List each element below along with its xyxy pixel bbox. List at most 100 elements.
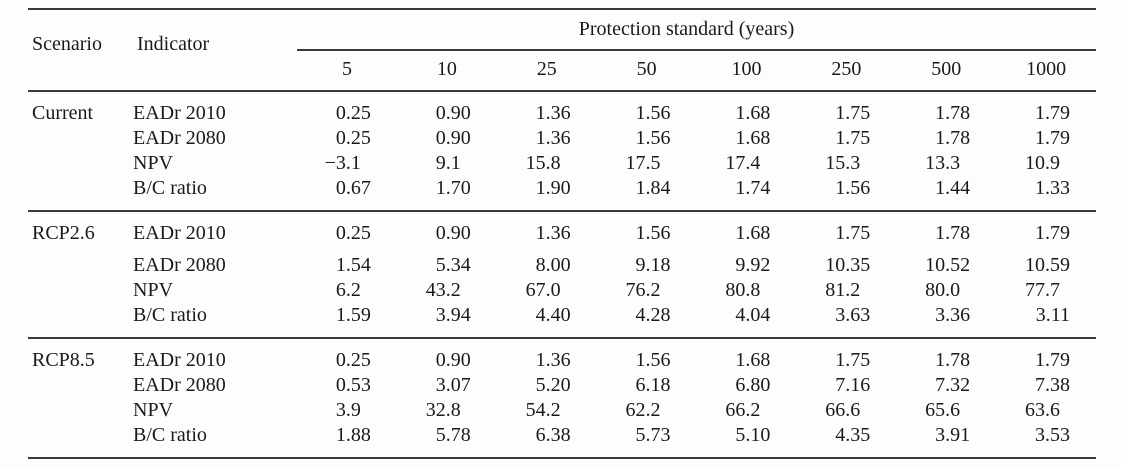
value-cell: 1.33	[1035, 177, 1070, 199]
value-cell: 4.40	[535, 304, 571, 326]
value-cell: 0.90	[435, 127, 471, 149]
value-cell: 1.79	[1035, 127, 1070, 149]
value-cell: 9.1	[435, 152, 461, 174]
table-row: NPV −3.1 9.1 15.8 17.5 17.4 15.3 13.3 10…	[28, 151, 1096, 176]
value-cell: 5.20	[535, 374, 571, 396]
table-header: Scenario Indicator Protection standard (…	[28, 9, 1096, 92]
value-cell: 81.2	[825, 279, 861, 301]
value-cell: 80.8	[725, 279, 761, 301]
value-cell: 17.5	[625, 152, 661, 174]
table-row: EADr 2080 1.54 5.34 8.00 9.18 9.92 10.35…	[28, 253, 1096, 278]
value-cell: −3.1	[324, 152, 361, 174]
value-cell: 65.6	[925, 399, 961, 421]
table-row: B/C ratio 1.59 3.94 4.40 4.28 4.04 3.63 …	[28, 303, 1096, 338]
value-cell: 76.2	[625, 279, 661, 301]
indicator-label: EADr 2080	[133, 127, 226, 149]
value-cell: 1.78	[935, 222, 971, 244]
table-row: NPV 3.9 32.8 54.2 62.2 66.2 66.6 65.6 63…	[28, 398, 1096, 423]
indicator-label: NPV	[133, 152, 174, 174]
scenario-block-rcp85: RCP8.5 EADr 2010 0.25 0.90 1.36 1.56 1.6…	[28, 338, 1096, 458]
value-cell: 1.75	[835, 349, 871, 371]
protection-standard-results-table: Scenario Indicator Protection standard (…	[28, 8, 1096, 459]
scenario-label-rcp85: RCP8.5	[32, 349, 95, 371]
value-cell: 7.32	[935, 374, 971, 396]
value-cell: 1.79	[1035, 222, 1070, 244]
indicator-label: EADr 2080	[133, 374, 226, 396]
value-cell: 0.25	[335, 349, 371, 371]
table-row: B/C ratio 0.67 1.70 1.90 1.84 1.74 1.56 …	[28, 176, 1096, 211]
value-cell: 17.4	[725, 152, 761, 174]
value-cell: 1.56	[635, 349, 671, 371]
value-cell: 1.56	[635, 127, 671, 149]
value-cell: 32.8	[425, 399, 461, 421]
value-cell: 1.78	[935, 102, 971, 124]
value-cell: 77.7	[1025, 279, 1060, 301]
value-cell: 66.6	[825, 399, 861, 421]
table-row: RCP2.6 EADr 2010 0.25 0.90 1.36 1.56 1.6…	[28, 211, 1096, 253]
value-cell: 8.00	[535, 254, 571, 276]
value-cell: 0.53	[335, 374, 371, 396]
indicator-label: EADr 2010	[133, 222, 226, 244]
value-cell: 3.53	[1035, 424, 1070, 446]
value-cell: 0.67	[335, 177, 371, 199]
value-cell: 15.8	[525, 152, 561, 174]
value-cell: 0.90	[435, 222, 471, 244]
value-cell: 1.90	[535, 177, 571, 199]
value-cell: 1.79	[1035, 102, 1070, 124]
table-row: NPV 6.2 43.2 67.0 76.2 80.8 81.2 80.0 77…	[28, 278, 1096, 303]
value-cell: 5.34	[435, 254, 471, 276]
column-header-indicator: Indicator	[133, 9, 297, 92]
value-cell: 3.36	[935, 304, 971, 326]
indicator-label: EADr 2080	[133, 254, 226, 276]
header-row-standards: 5 10 25 50 100 250 500 1000	[28, 50, 1096, 92]
value-cell: 62.2	[625, 399, 661, 421]
value-cell: 3.91	[935, 424, 971, 446]
value-cell: 1.44	[935, 177, 971, 199]
table-row: B/C ratio 1.88 5.78 6.38 5.73 5.10 4.35 …	[28, 423, 1096, 458]
scenario-label-rcp26: RCP2.6	[32, 222, 95, 244]
table-row: RCP8.5 EADr 2010 0.25 0.90 1.36 1.56 1.6…	[28, 338, 1096, 373]
value-cell: 3.9	[335, 399, 361, 421]
scenario-label-current: Current	[32, 102, 94, 124]
value-cell: 10.52	[925, 254, 971, 276]
value-cell: 1.79	[1035, 349, 1070, 371]
header-row-group: Scenario Indicator Protection standard (…	[28, 9, 1096, 92]
value-cell: 3.07	[435, 374, 471, 396]
value-cell: 43.2	[425, 279, 461, 301]
column-header-standard-10: 10	[396, 50, 497, 92]
column-header-standard-250: 250	[796, 50, 897, 92]
value-cell: 1.36	[535, 349, 571, 371]
value-cell: 1.68	[735, 102, 771, 124]
value-cell: 0.25	[335, 127, 371, 149]
value-cell: 5.78	[435, 424, 471, 446]
value-cell: 0.25	[335, 102, 371, 124]
indicator-label: EADr 2010	[133, 349, 226, 371]
value-cell: 3.94	[435, 304, 471, 326]
value-cell: 7.38	[1035, 374, 1070, 396]
column-header-standard-100: 100	[696, 50, 797, 92]
value-cell: 1.68	[735, 349, 771, 371]
table-row: EADr 2080 0.25 0.90 1.36 1.56 1.68 1.75 …	[28, 126, 1096, 151]
value-cell: 67.0	[525, 279, 561, 301]
value-cell: 1.75	[835, 102, 871, 124]
value-cell: 1.56	[835, 177, 871, 199]
value-cell: 0.25	[335, 222, 371, 244]
value-cell: 1.74	[735, 177, 771, 199]
table-row: Current EADr 2010 0.25 0.90 1.36 1.56 1.…	[28, 91, 1096, 126]
value-cell: 1.56	[635, 102, 671, 124]
value-cell: 6.2	[335, 279, 361, 301]
value-cell: 1.68	[735, 127, 771, 149]
value-cell: 4.28	[635, 304, 671, 326]
value-cell: 1.75	[835, 127, 871, 149]
indicator-label: NPV	[133, 279, 174, 301]
indicator-label: EADr 2010	[133, 102, 226, 124]
value-cell: 9.92	[735, 254, 771, 276]
value-cell: 10.9	[1025, 152, 1060, 174]
value-cell: 3.63	[835, 304, 871, 326]
value-cell: 80.0	[925, 279, 961, 301]
value-cell: 9.18	[635, 254, 671, 276]
indicator-label: NPV	[133, 399, 174, 421]
value-cell: 6.18	[635, 374, 671, 396]
value-cell: 13.3	[925, 152, 961, 174]
